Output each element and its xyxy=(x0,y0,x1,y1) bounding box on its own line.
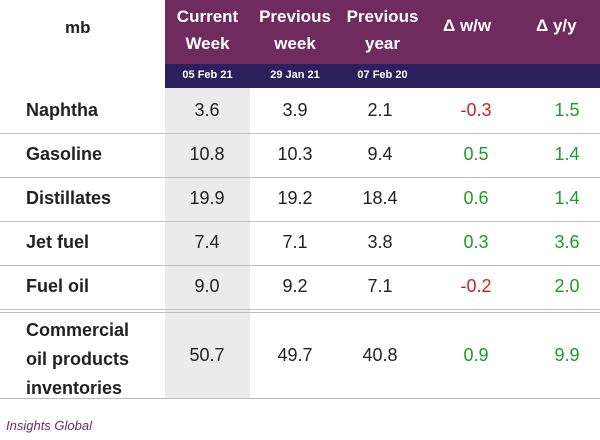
cell-prev-week: 7.1 xyxy=(282,232,308,252)
total-current: 50.7 xyxy=(189,345,225,365)
total-prev-year: 40.8 xyxy=(362,345,398,365)
cell-delta-ww: 0.5 xyxy=(463,144,489,164)
cell-current: 3.6 xyxy=(194,100,220,120)
cell-current: 7.4 xyxy=(194,232,220,252)
total-prev-week: 49.7 xyxy=(277,345,313,365)
cell-delta-yy: 1.5 xyxy=(554,100,580,120)
cell-delta-yy: 1.4 xyxy=(554,144,580,164)
cell-prev-year: 18.4 xyxy=(362,188,398,208)
cell-delta-yy: 3.6 xyxy=(554,232,580,252)
cell-prev-week: 9.2 xyxy=(282,276,308,296)
row-divider xyxy=(0,133,600,134)
header-current-line2: Week xyxy=(185,34,230,53)
date-current: 05 Feb 21 xyxy=(182,69,233,81)
cell-prev-year: 7.1 xyxy=(367,276,393,296)
header-prevweek-line2: week xyxy=(274,34,316,53)
cell-delta-yy: 2.0 xyxy=(554,276,580,296)
cell-prev-year: 9.4 xyxy=(367,144,393,164)
source-credit: Insights Global xyxy=(6,418,92,433)
header-delta-ww: Δ w/w xyxy=(443,16,492,35)
current-week-column-shade xyxy=(165,88,250,398)
row-divider xyxy=(0,309,600,310)
total-delta-ww: 0.9 xyxy=(463,345,489,365)
cell-delta-ww: -0.2 xyxy=(460,276,492,296)
cell-delta-ww: -0.3 xyxy=(460,100,492,120)
cell-current: 10.8 xyxy=(189,144,225,164)
header-prevyear-line1: Previous xyxy=(346,7,419,26)
cell-prev-week: 3.9 xyxy=(282,100,308,120)
cell-delta-yy: 1.4 xyxy=(554,188,580,208)
cell-current: 19.9 xyxy=(189,188,225,208)
row-divider xyxy=(0,265,600,266)
row-label-fuel-oil: Fuel oil xyxy=(26,276,89,296)
date-previous-week: 29 Jan 21 xyxy=(270,69,320,81)
cell-prev-year: 3.8 xyxy=(367,232,393,252)
row-divider xyxy=(0,221,600,222)
row-divider xyxy=(0,177,600,178)
table-bottom-border xyxy=(0,398,600,399)
total-label-line2: oil products xyxy=(26,349,129,369)
total-label: Commercial oil products inventories xyxy=(26,316,129,403)
header-current-week: Current Week xyxy=(165,0,250,64)
header-previous-week: Previous week xyxy=(250,0,340,64)
header-delta-yy: Δ y/y xyxy=(536,16,577,35)
unit-header: mb xyxy=(0,0,165,64)
row-divider-double xyxy=(0,312,600,313)
total-delta-yy: 9.9 xyxy=(554,345,580,365)
header-previous-year: Previous year xyxy=(340,0,425,64)
cell-prev-week: 10.3 xyxy=(277,144,313,164)
cell-delta-ww: 0.6 xyxy=(463,188,489,208)
unit-label: mb xyxy=(65,18,91,37)
date-bar xyxy=(165,64,600,88)
cell-prev-year: 2.1 xyxy=(367,100,393,120)
cell-delta-ww: 0.3 xyxy=(463,232,489,252)
column-header-band xyxy=(165,0,600,64)
header-current-line1: Current xyxy=(176,7,239,26)
row-label-jet-fuel: Jet fuel xyxy=(26,232,90,252)
header-prevyear-line2: year xyxy=(365,34,400,53)
date-previous-year: 07 Feb 20 xyxy=(357,69,408,81)
total-label-line3: inventories xyxy=(26,378,123,398)
cell-current: 9.0 xyxy=(194,276,220,296)
row-label-gasoline: Gasoline xyxy=(26,144,103,164)
cell-prev-week: 19.2 xyxy=(277,188,313,208)
row-label-naphtha: Naphtha xyxy=(26,100,98,120)
header-prevweek-line1: Previous xyxy=(259,7,331,26)
row-label-distillates: Distillates xyxy=(26,188,112,208)
total-label-line1: Commercial xyxy=(26,320,130,340)
